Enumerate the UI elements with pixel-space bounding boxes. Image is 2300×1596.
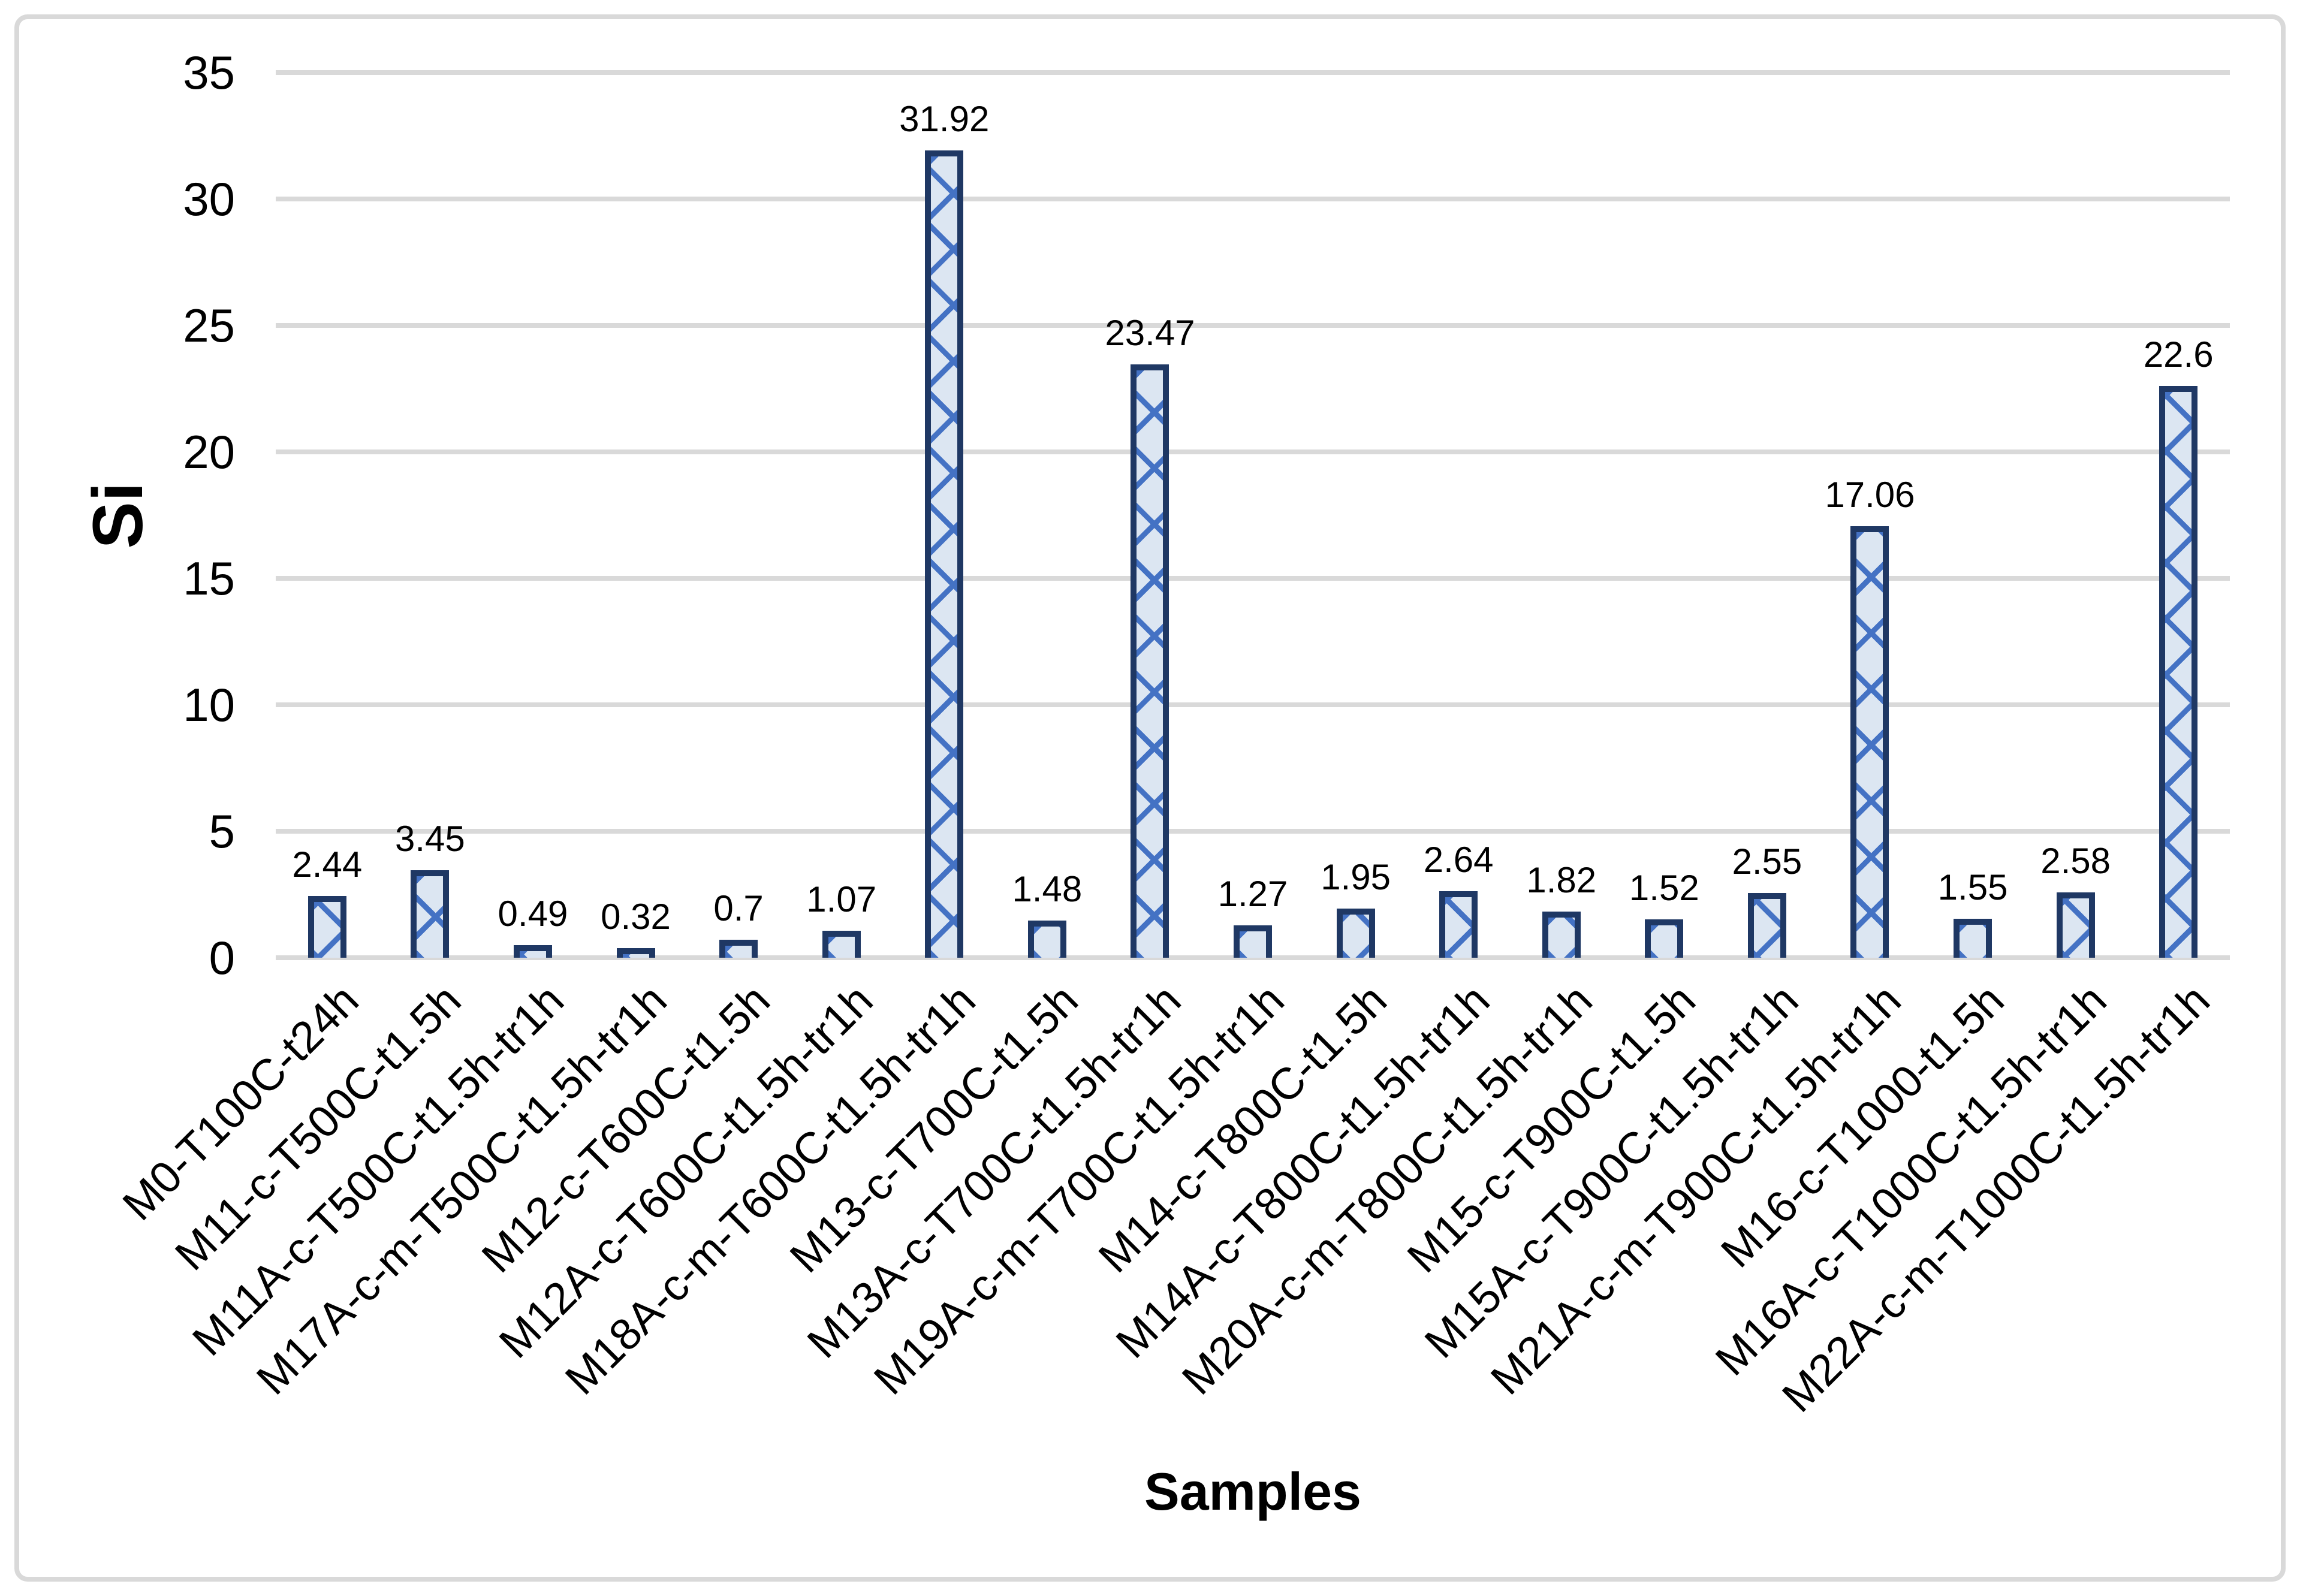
bar-value-label: 0.32 [601,897,671,937]
bar [1234,925,1272,958]
y-tick-label: 20 [183,426,235,478]
bar-value-label: 1.48 [1012,869,1083,909]
gridline [276,323,2230,328]
bar-value-label: 1.52 [1629,868,1699,908]
y-tick-label: 30 [183,173,235,225]
gridline [276,449,2230,454]
bar [513,945,552,958]
y-tick-label: 25 [183,299,235,352]
bar-value-label: 0.7 [713,888,764,928]
bar [2159,386,2198,958]
gridline [276,829,2230,834]
bar [1336,909,1375,958]
bar [822,931,861,958]
bar-value-label: 17.06 [1825,475,1915,515]
bar [1027,921,1066,958]
gridline [276,197,2230,201]
bar-value-label: 1.27 [1217,874,1288,914]
bar-value-label: 1.95 [1321,857,1391,897]
bar [411,870,450,958]
bar-value-label: 2.55 [1732,841,1802,882]
x-axis-title: Samples [1144,1462,1361,1521]
bar-value-label: 22.6 [2143,334,2214,375]
y-tick-label: 35 [183,46,235,99]
bar [925,150,964,958]
bar [1439,891,1478,958]
y-tick-label: 15 [183,552,235,605]
bar-value-label: 1.07 [806,879,877,919]
x-axis-tick-labels: M0-T100C-t24h M11-c-T500C-t1.5h M11A-c-T50… [113,964,2230,1503]
bar [308,896,346,958]
bar-value-label: 0.49 [498,894,568,934]
gridline [276,955,2230,960]
bar [1542,912,1581,958]
bar [1645,919,1684,958]
y-tick-label: 5 [209,805,235,858]
gridline [276,70,2230,75]
bar [1954,919,1992,958]
bar-value-label: 1.82 [1526,860,1597,900]
bar [1131,364,1169,958]
bar [719,940,758,958]
bar-value-label: 2.64 [1423,840,1494,880]
bar-value-label: 31.92 [899,99,990,139]
bar [1747,893,1786,958]
bar [2056,892,2095,958]
y-axis-title: Si [79,482,158,549]
gridline [276,702,2230,707]
bar-value-label: 2.58 [2040,841,2111,881]
plot-area: 2.44 3.45 0.49 0.32 0.7 1.07 31.92 1.48 23.47 1.2… [276,70,2230,960]
y-tick-label: 10 [183,678,235,731]
bar-value-label: 2.44 [292,844,363,885]
bar [616,948,655,958]
bar [1850,526,1889,958]
gridline [276,576,2230,581]
bar-value-label: 3.45 [394,819,465,859]
y-tick-label: 0 [209,931,235,984]
bar-value-label: 23.47 [1105,313,1195,353]
bar-value-label: 1.55 [1937,867,2008,907]
